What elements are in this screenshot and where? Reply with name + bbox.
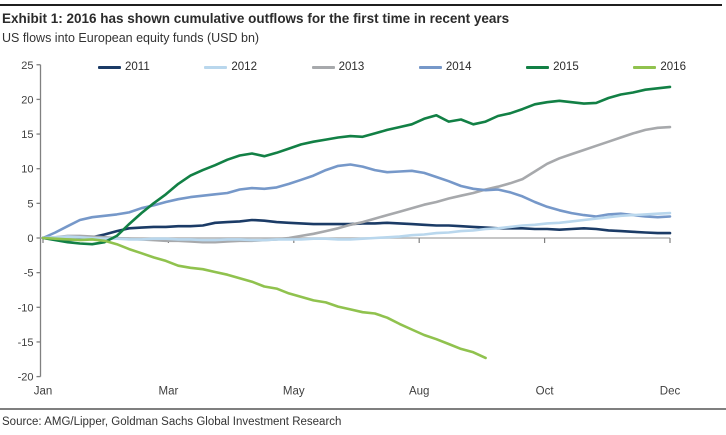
y-tick-label: 25: [21, 60, 33, 72]
y-tick-label: -5: [24, 268, 34, 280]
y-tick-label: 15: [21, 129, 33, 141]
source-note: Source: AMG/Lipper, Goldman Sachs Global…: [2, 416, 342, 428]
bottom-divider: [0, 408, 726, 410]
x-tick-label: Oct: [536, 386, 555, 398]
top-divider: [0, 4, 722, 6]
x-tick-label: Dec: [660, 386, 681, 398]
x-tick-label: Jan: [34, 386, 53, 398]
exhibit-title: Exhibit 1: 2016 has shown cumulative out…: [2, 11, 510, 26]
line-chart: 25 20 15 10 5 0 -5 -10 -15 -20 Jan Mar May Aug Oct Dec …: [0, 55, 726, 403]
series-line-2016: [41, 236, 487, 360]
y-tick-label: 5: [27, 198, 33, 210]
x-tick-label: May: [283, 386, 305, 398]
x-tick-label: Aug: [409, 386, 429, 398]
exhibit-subtitle: US flows into European equity funds (USD…: [2, 31, 260, 45]
y-tick-label: -10: [18, 302, 34, 314]
y-tick-label: -20: [18, 372, 34, 384]
y-tick-label: 10: [21, 164, 33, 176]
series-line-2012: [41, 211, 672, 242]
y-tick-label: 20: [21, 94, 33, 106]
x-tick-label: Mar: [158, 386, 178, 398]
y-tick-label: 0: [27, 233, 33, 245]
y-tick-label: -15: [18, 337, 34, 349]
series-line-2015: [41, 85, 672, 246]
